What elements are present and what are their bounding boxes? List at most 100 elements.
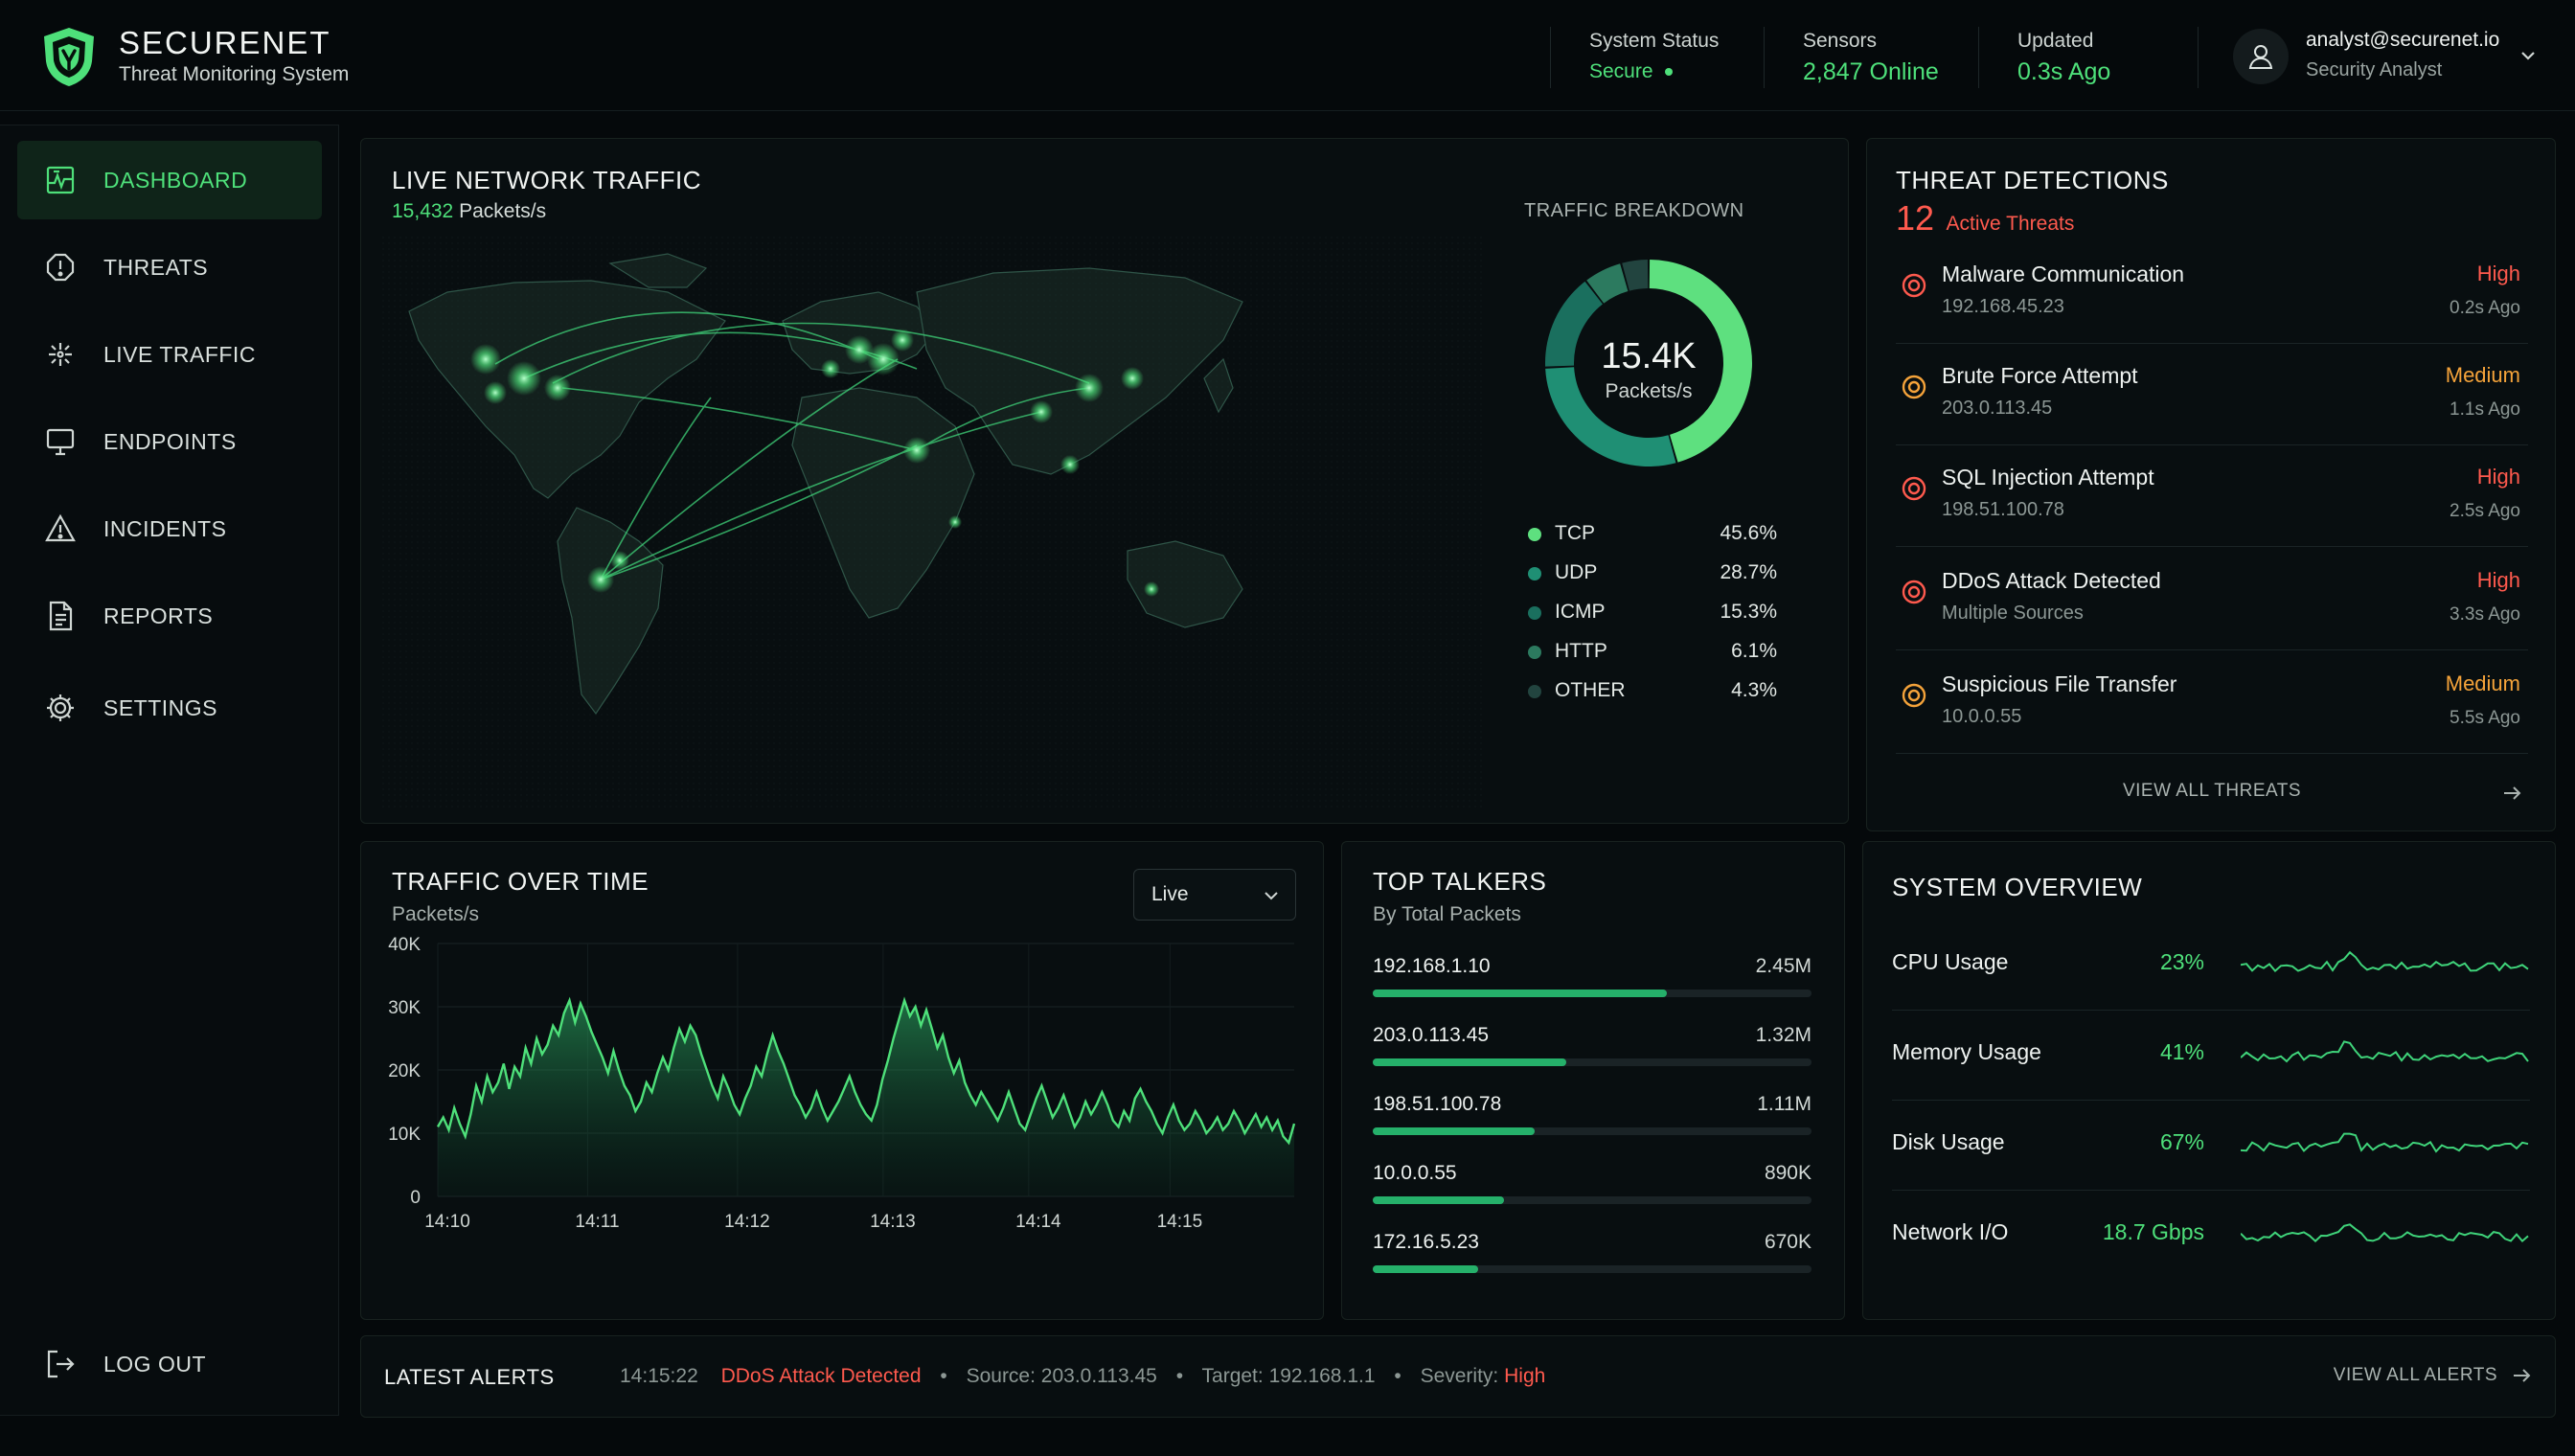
logout-button[interactable]: LOG OUT [17,1325,322,1403]
chevron-down-icon[interactable] [2517,44,2540,67]
sparkline [2241,950,2529,973]
sparkline [2241,1132,2529,1153]
donut-slice-other[interactable] [1622,260,1649,291]
threat-name: SQL Injection Attempt [1942,465,2154,489]
donut-slice-http[interactable] [1586,263,1629,304]
avatar[interactable] [2233,29,2289,84]
breakdown-legend-item: OTHER 4.3% [1528,677,1777,706]
brand[interactable]: SECURENET Threat Monitoring System [38,23,349,90]
legend-name: UDP [1555,561,1598,583]
updated-label: Updated [2017,30,2094,52]
packet-rate-value: 15,432 [392,200,454,222]
sidebar-item-endpoints[interactable]: ENDPOINTS [17,402,322,481]
world-map[interactable] [380,235,1482,809]
sidebar-item-settings[interactable]: SETTINGS [17,669,322,747]
x-tick-label: 14:11 [575,1212,619,1232]
donut-value: 15.4K [1601,336,1697,376]
sidebar-item-label: THREATS [103,254,209,280]
threat-severity: High [2476,465,2520,489]
sidebar-item-live-traffic[interactable]: LIVE TRAFFIC [17,315,322,394]
traffic-line [436,996,1296,1146]
system-metric-row[interactable]: CPU Usage 23% [1892,921,2530,1011]
system-metric-value: 23% [2159,949,2204,974]
sensors-label: Sensors [1803,30,1878,52]
threat-time: 0.2s Ago [2450,298,2520,318]
talker-row[interactable]: 192.168.1.10 2.45M [1373,955,1812,1012]
time-range-select[interactable]: Live [1133,869,1296,921]
system-metric-value: 41% [2159,1039,2204,1064]
threat-target-icon [1902,375,1926,399]
sparkline [2241,1040,2529,1063]
sensors-value: 2,847 Online [1803,58,1939,85]
system-metric-value: 67% [2159,1129,2204,1154]
system-metric-row[interactable]: Disk Usage 67% [1892,1101,2530,1191]
latest-alerts-bar: LATEST ALERTS 14:15:22 DDoS Attack Detec… [360,1335,2556,1418]
system-status: System Status Secure [1550,27,1761,88]
sidebar-item-label: DASHBOARD [103,167,248,193]
view-all-threats-button[interactable]: VIEW ALL THREATS [1896,771,2528,819]
sparkline [2241,1223,2529,1243]
latest-alert[interactable]: 14:15:22 DDoS Attack Detected • Source: … [620,1365,1545,1388]
user-role: Security Analyst [2306,59,2443,80]
system-metric-row[interactable]: Memory Usage 41% [1892,1011,2530,1101]
threat-target-icon [1902,476,1926,501]
y-tick-label: 30K [388,998,421,1018]
talker-ip: 10.0.0.55 [1373,1162,1457,1184]
system-metric-row[interactable]: Network I/O 18.7 Gbps [1892,1191,2530,1281]
active-threats-summary: 12 Active Threats [1896,198,2074,239]
sidebar-item-label: SETTINGS [103,694,218,720]
user-menu[interactable]: analyst@securenet.io Security Analyst [2198,27,2575,88]
talker-row[interactable]: 10.0.0.55 890K [1373,1162,1812,1219]
time-range-value: Live [1151,883,1189,905]
traffic-area-chart[interactable]: 0 10K 20K 30K 40K 14:10 14:11 14:12 14:13 14:14 14… [361,934,1323,1321]
system-status-label: System Status [1589,30,1720,52]
sidebar-item-dashboard[interactable]: DASHBOARD [17,141,322,219]
arrow-right-icon [2514,1369,2531,1382]
talker-row[interactable]: 172.16.5.23 670K [1373,1231,1812,1288]
threat-detections-panel: THREAT DETECTIONS 12 Active Threats VIEW… [1866,138,2556,831]
top-talkers-panel: TOP TALKERS By Total Packets 192.168.1.1… [1341,841,1845,1320]
threat-row[interactable]: Suspicious File Transfer 10.0.0.55 Medium 5… [1896,652,2528,754]
logout-label: LOG OUT [103,1351,207,1376]
threat-name: DDoS Attack Detected [1942,568,2161,593]
chevron-down-icon [1265,892,1278,900]
sidebar-item-incidents[interactable]: INCIDENTS [17,489,322,568]
threat-row[interactable]: Brute Force Attempt 203.0.113.45 Medium 1.1… [1896,344,2528,445]
threat-time: 5.5s Ago [2450,708,2520,728]
latest-alerts-title: LATEST ALERTS [384,1365,555,1389]
threat-source: 10.0.0.55 [1942,706,2022,727]
y-tick-label: 20K [388,1061,421,1081]
talker-bar-fill [1373,990,1667,997]
top-talkers-title: TOP TALKERS [1373,867,1547,896]
y-tick-label: 40K [388,935,421,955]
breakdown-legend-item: HTTP 6.1% [1528,638,1777,667]
logout-icon [47,1350,75,1378]
talker-row[interactable]: 198.51.100.78 1.11M [1373,1093,1812,1150]
talker-ip: 172.16.5.23 [1373,1231,1479,1253]
threat-row[interactable]: DDoS Attack Detected Multiple Sources High… [1896,549,2528,650]
network-traffic-panel: LIVE NETWORK TRAFFIC 15,432 Packets/s [360,138,1849,824]
threat-row[interactable]: Malware Communication 192.168.45.23 High 0.… [1896,242,2528,344]
system-metric-label: Memory Usage [1892,1039,2041,1064]
traffic-donut-chart[interactable] [1526,240,1771,486]
sidebar-item-label: ENDPOINTS [103,428,237,454]
donut-slice-icmp[interactable] [1545,281,1603,367]
talker-row[interactable]: 203.0.113.45 1.32M [1373,1024,1812,1081]
talker-bar-track [1373,1127,1812,1135]
talker-ip: 198.51.100.78 [1373,1093,1502,1115]
sidebar-item-label: INCIDENTS [103,515,227,541]
sidebar-item-reports[interactable]: REPORTS [17,577,322,655]
y-tick-label: 0 [410,1188,421,1208]
threat-target-icon [1902,580,1926,604]
legend-dot-icon [1528,606,1541,620]
legend-name: HTTP [1555,640,1607,662]
view-all-alerts-button[interactable]: VIEW ALL ALERTS [2334,1365,2532,1386]
threat-name: Suspicious File Transfer [1942,671,2177,696]
threat-name: Malware Communication [1942,262,2185,286]
alert-target: 192.168.1.1 [1268,1365,1376,1387]
threat-row[interactable]: SQL Injection Attempt 198.51.100.78 High 2.… [1896,445,2528,547]
donut-slice-udp[interactable] [1545,367,1676,466]
sidebar-item-threats[interactable]: THREATS [17,228,322,307]
talker-value: 1.32M [1755,1024,1812,1046]
donut-slice-tcp[interactable] [1649,260,1753,463]
